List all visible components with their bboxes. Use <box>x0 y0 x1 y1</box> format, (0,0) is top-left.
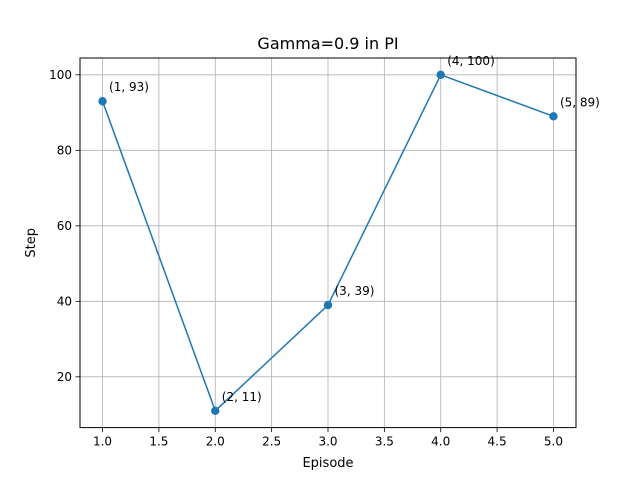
data-point-label: (3, 39) <box>335 284 375 298</box>
x-tick-label: 4.0 <box>431 435 450 449</box>
data-point <box>211 406 220 415</box>
grid <box>80 58 576 428</box>
data-point-label: (1, 93) <box>109 80 149 94</box>
x-tick-label: 5.0 <box>544 435 563 449</box>
x-tick-label: 4.5 <box>488 435 507 449</box>
y-tick-label: 40 <box>57 295 72 309</box>
y-tick-label: 20 <box>57 370 72 384</box>
chart-title: Gamma=0.9 in PI <box>257 34 398 53</box>
x-tick-label: 1.0 <box>93 435 112 449</box>
data-point <box>436 70 445 80</box>
data-point-label: (5, 89) <box>560 95 600 109</box>
y-tick-label: 100 <box>49 68 72 82</box>
data-point <box>549 112 558 121</box>
y-tick-label: 60 <box>57 219 72 233</box>
y-tick-label: 80 <box>57 144 72 158</box>
x-tick-label: 3.0 <box>318 435 337 449</box>
data-point <box>323 300 333 310</box>
data-point <box>98 97 107 106</box>
data-point-label: (4, 100) <box>447 54 495 68</box>
point-labels: (1, 93) (2, 11) (3, 39) (4, 100) (5, 89) <box>109 54 600 404</box>
series <box>98 70 558 415</box>
x-tick-label: 2.5 <box>262 435 281 449</box>
x-tick-label: 3.5 <box>375 435 394 449</box>
axis-ticks: 1.0 1.5 2.0 2.5 3.0 3.5 4.0 4.5 5.0 20 40 60 80 100 <box>49 68 563 449</box>
y-axis-label: Step <box>24 228 39 258</box>
x-tick-label: 1.5 <box>149 435 168 449</box>
x-tick-label: 2.0 <box>206 435 225 449</box>
x-axis-label: Episode <box>302 456 353 471</box>
data-point-label: (2, 11) <box>222 390 262 404</box>
